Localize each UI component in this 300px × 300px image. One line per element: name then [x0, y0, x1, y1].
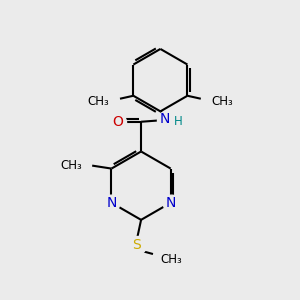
- Text: CH₃: CH₃: [160, 254, 182, 266]
- Text: CH₃: CH₃: [211, 95, 233, 108]
- Text: CH₃: CH₃: [60, 159, 82, 172]
- Text: CH₃: CH₃: [88, 95, 110, 108]
- Text: O: O: [112, 115, 123, 129]
- Text: H: H: [174, 115, 183, 128]
- Text: S: S: [132, 238, 141, 252]
- Text: N: N: [166, 196, 176, 210]
- Text: N: N: [106, 196, 117, 210]
- Text: N: N: [160, 112, 170, 126]
